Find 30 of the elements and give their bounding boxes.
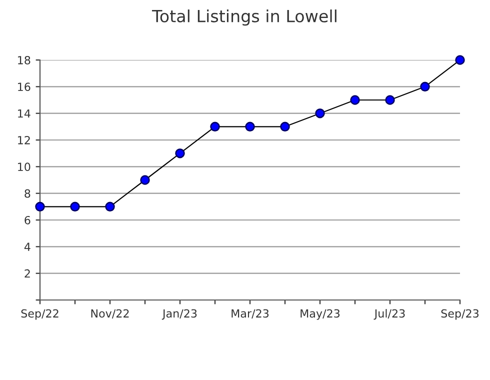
x-tick-label: Sep/22 — [21, 309, 58, 320]
y-tick-label: 6 — [24, 216, 30, 224]
x-tick-label: Jan/23 — [162, 309, 197, 320]
chart-title: Total Listings in Lowell — [152, 10, 336, 26]
point — [245, 122, 255, 132]
y-tick-label: 4 — [24, 242, 30, 251]
x-tick-label: Jul/23 — [374, 309, 405, 320]
point — [350, 95, 360, 105]
y-tick-label: 16 — [18, 82, 30, 92]
x-tick-label: Mar/23 — [232, 309, 269, 318]
x-tick-label: Sep/23 — [441, 309, 479, 320]
point — [35, 202, 45, 212]
y-tick-label: 12 — [18, 136, 30, 144]
point — [420, 82, 430, 92]
y-tick-label: 18 — [18, 56, 30, 64]
y-tick-label: 14 — [18, 109, 30, 118]
point — [210, 122, 220, 132]
y-tick-label: 2 — [24, 269, 30, 278]
point — [315, 108, 325, 118]
x-tick-label: Nov/22 — [91, 309, 129, 318]
y-tick-label: 8 — [24, 189, 30, 198]
x-tick-label: May/23 — [300, 309, 340, 320]
point — [140, 175, 150, 185]
point — [385, 95, 395, 105]
point — [455, 55, 465, 65]
point — [105, 202, 115, 212]
point — [175, 148, 185, 158]
point — [280, 122, 290, 132]
point — [70, 202, 80, 212]
y-tick-label: 10 — [18, 162, 30, 172]
